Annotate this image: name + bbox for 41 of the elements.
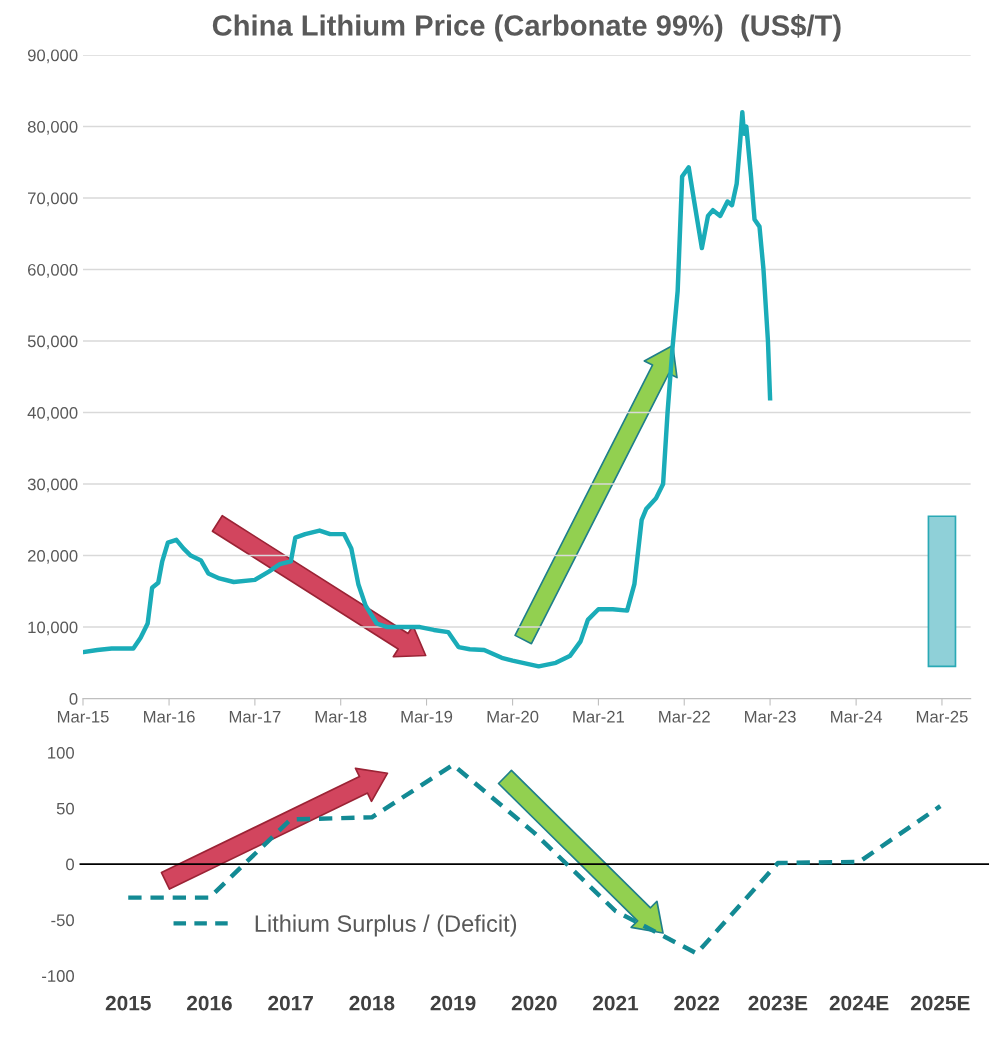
x-tick-label: Mar-19 [401, 710, 453, 723]
legend-label: Lithium Surplus / (Deficit) [255, 914, 517, 937]
x-tick-label: Mar-20 [487, 710, 539, 723]
x-tick-label: 2021 [593, 995, 639, 1011]
x-tick-label: Mar-18 [315, 710, 367, 723]
y-tick-label: 50,000 [27, 335, 78, 350]
x-tick-label: Mar-25 [916, 710, 968, 723]
y-tick-label: 90,000 [27, 49, 78, 64]
x-tick-label: Mar-24 [831, 710, 883, 723]
y-tick-label: 0 [69, 692, 78, 705]
x-tick-label: 2018 [349, 995, 395, 1011]
chart-title: China Lithium Price (Carbonate 99%) (US$/T) [212, 13, 841, 42]
x-tick-label: 2023E [748, 995, 808, 1011]
x-tick-label: 2015 [105, 995, 151, 1011]
y-tick-label: 100 [48, 746, 75, 759]
y-tick-label: 80,000 [27, 120, 78, 135]
y-tick-label: 60,000 [28, 263, 78, 278]
x-tick-label: 2025E [910, 995, 970, 1011]
x-tick-label: Mar-15 [57, 710, 109, 723]
y-tick-label: 30,000 [27, 478, 78, 493]
x-tick-label: 2017 [268, 995, 313, 1011]
line-series [83, 110, 773, 669]
x-tick-label: 2022 [674, 995, 720, 1011]
y-tick-label: 40,000 [27, 406, 78, 421]
y-tick-label: -100 [42, 970, 75, 982]
x-tick-label: 2019 [430, 995, 476, 1011]
line-series [126, 762, 943, 956]
x-tick-label: Mar-22 [659, 710, 710, 723]
x-tick-label: Mar-21 [573, 710, 624, 723]
y-tick-label: 20,000 [28, 549, 78, 564]
x-tick-label: Mar-23 [745, 710, 796, 723]
x-tick-label: Mar-16 [144, 710, 195, 723]
y-tick-label: -50 [51, 914, 75, 927]
y-tick-label: 50 [56, 802, 75, 815]
x-tick-label: 2016 [187, 995, 232, 1011]
x-tick-label: 2020 [511, 995, 557, 1011]
y-tick-label: 70,000 [28, 192, 78, 207]
y-tick-label: 0 [66, 858, 75, 871]
x-tick-label: 2024E [829, 995, 889, 1011]
y-tick-label: 10,000 [28, 621, 78, 636]
x-tick-label: Mar-17 [229, 710, 281, 723]
